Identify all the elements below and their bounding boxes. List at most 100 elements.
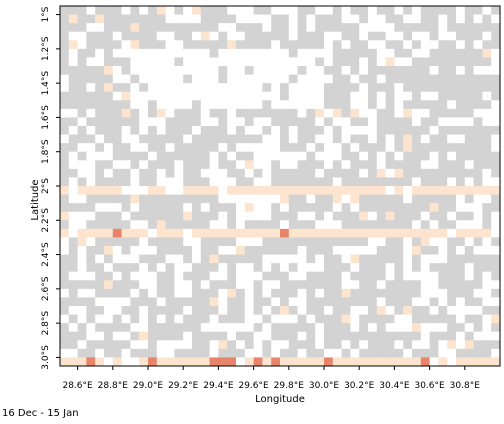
heatmap-cell [306,143,316,153]
heatmap-cell [148,211,158,221]
heatmap-cell [227,100,237,110]
heatmap-cell [332,177,342,187]
heatmap-cell [174,271,184,281]
heatmap-cell [104,168,114,178]
heatmap-cell [350,168,360,178]
heatmap-cell [104,357,114,367]
heatmap-cell [332,280,342,290]
heatmap-cell [447,331,457,341]
heatmap-cell [447,306,457,315]
heatmap-cell [174,108,184,118]
heatmap-cell [148,323,158,333]
heatmap-cell [447,14,457,24]
heatmap-cell [350,160,360,170]
heatmap-cell [156,263,166,273]
heatmap-cell [244,40,254,50]
heatmap-cell [420,228,430,238]
heatmap-cell [420,66,430,75]
heatmap-cell [60,126,70,135]
heatmap-cell [456,237,466,247]
heatmap-cell [68,160,78,170]
heatmap-cell [280,348,290,358]
heatmap-cell [376,348,386,358]
heatmap-cell [139,340,149,350]
heatmap-cell [244,117,254,127]
heatmap-cell [412,117,422,127]
heatmap-cell [403,14,413,24]
heatmap-cell [262,194,272,204]
heatmap-cell [236,211,246,221]
heatmap-cell [148,177,158,187]
heatmap-cell [183,74,193,84]
heatmap-cell [464,237,474,247]
heatmap-cell [236,203,246,213]
heatmap-cell [200,91,210,101]
heatmap-cell [403,23,413,33]
heatmap-cell [332,246,342,255]
heatmap-cell [183,168,193,178]
heatmap-cell [456,228,466,238]
heatmap-cell [156,31,166,41]
heatmap-cell [174,168,184,178]
heatmap-cell [253,66,263,75]
heatmap-cell [183,186,193,195]
heatmap-cell [464,288,474,298]
heatmap-cell [112,83,122,93]
heatmap-cell [130,340,140,350]
heatmap-cell [368,280,378,290]
heatmap-cell [244,177,254,187]
heatmap-cell [473,117,483,127]
heatmap-cell [68,23,78,33]
heatmap-cell [236,100,246,110]
heatmap-cell [341,280,351,290]
heatmap-cell [447,91,457,101]
heatmap-cell [77,117,87,127]
heatmap-cell [77,306,87,315]
heatmap-cell [271,108,281,118]
heatmap-cell [491,340,501,350]
heatmap-cell [464,134,474,144]
heatmap-cell [271,306,281,315]
heatmap-cell [297,228,307,238]
heatmap-cell [200,74,210,84]
heatmap-cell [324,48,334,58]
heatmap-cell [359,48,369,58]
heatmap-cell [385,57,395,67]
heatmap-cell [332,271,342,281]
heatmap-cell [183,323,193,333]
heatmap-cell [315,237,325,247]
heatmap-cell [139,271,149,281]
heatmap-cell [262,203,272,213]
heatmap-cell [183,246,193,255]
heatmap-cell [447,246,457,255]
heatmap-cell [491,83,501,93]
heatmap-cell [218,280,228,290]
heatmap-cell [95,83,105,93]
heatmap-cell [200,246,210,255]
heatmap-cell [209,134,219,144]
heatmap-cell [359,91,369,101]
heatmap-cell [473,66,483,75]
heatmap-cell [209,160,219,170]
heatmap-cell [236,40,246,50]
heatmap-cell [60,31,70,41]
heatmap-cell [429,246,439,255]
heatmap-cell [192,348,202,358]
heatmap-cell [200,271,210,281]
heatmap-cell [262,23,272,33]
heatmap-cell [148,160,158,170]
heatmap-cell [271,331,281,341]
heatmap-cell [315,331,325,341]
heatmap-cell [200,306,210,315]
heatmap-cell [332,143,342,153]
heatmap-cell [165,143,175,153]
heatmap-cell [368,108,378,118]
heatmap-cell [280,74,290,84]
heatmap-cell [86,357,96,367]
heatmap-cell [271,134,281,144]
heatmap-cell [68,357,78,367]
heatmap-cell [148,288,158,298]
heatmap-cell [482,288,492,298]
heatmap-cell [464,168,474,178]
heatmap-cell [464,271,474,281]
